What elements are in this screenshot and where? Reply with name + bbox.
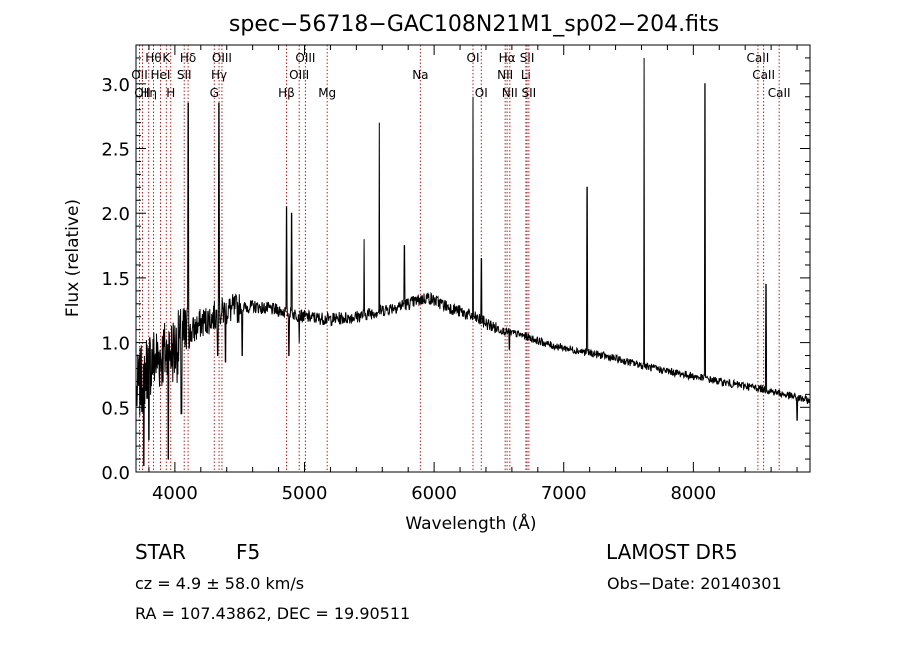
x-tick-label: 8000 [670,483,716,504]
line-marker-label: CaII [768,86,791,100]
x-axis: 4000 5000 6000 7000 8000 [148,45,798,504]
line-marker-label: Hβ [278,86,295,100]
line-marker-label: CaII [746,51,769,65]
object-class: STAR [135,540,186,564]
line-marker-label: NII [502,86,518,100]
subclass: F5 [236,540,261,564]
obs-date-text: Obs−Date: 20140301 [607,574,782,593]
coordinates-text: RA = 107.43862, DEC = 19.90511 [135,604,411,623]
plot-frame [135,44,811,473]
line-marker-label: OII [131,68,148,82]
y-tick-label: 2.5 [101,140,130,161]
x-tick-label: 6000 [411,483,457,504]
line-marker-label: OIII [289,68,309,82]
line-marker-label: Mg [318,86,336,100]
x-axis-label: Wavelength (Å) [405,512,536,534]
x-tick-label: 4000 [152,483,198,504]
line-marker-label: OIII [295,51,315,65]
line-marker-label: OIII [212,51,232,65]
chart-title: spec−56718−GAC108N21M1_sp02−204.fits [229,12,719,37]
y-tick-label: 1.5 [101,269,130,290]
line-marker-label: G [210,86,219,100]
line-marker-label: Li [521,68,531,82]
spectrum-trace [136,57,810,466]
survey-name: LAMOST DR5 [606,540,738,564]
line-marker-label: OI [475,86,488,100]
line-marker-label: HeI [151,68,171,82]
line-marker-label: OI [467,51,480,65]
redshift-text: cz = 4.9 ± 58.0 km/s [135,574,305,593]
line-marker-label: SII [522,86,537,100]
y-axis: 0.0 0.5 1.0 1.5 2.0 2.5 3.0 [101,57,810,484]
line-marker-label: Hδ [180,51,196,65]
line-marker-label: Hθ [145,51,161,65]
line-marker-label: Hη [140,86,157,100]
line-marker-label: Hα [499,51,516,65]
line-markers: OIIOIIHηHθHeIKHSIIHδGHγOIIIHβOIIIOIIIMgN… [131,45,791,472]
line-marker-label: CaII [752,68,775,82]
y-tick-label: 2.0 [101,204,130,225]
line-marker-label: H [166,86,175,100]
y-tick-label: 3.0 [101,75,130,96]
line-marker-label: NII [497,68,513,82]
spectrum-line [136,57,810,466]
line-marker-label: Hγ [211,68,227,82]
y-tick-label: 0.5 [101,398,130,419]
line-marker-label: Na [412,68,428,82]
line-marker-label: SII [520,51,535,65]
y-axis-label: Flux (relative) [63,199,83,317]
line-marker-label: SII [177,68,192,82]
y-tick-label: 1.0 [101,334,130,355]
y-tick-label: 0.0 [101,463,130,484]
line-marker-label: K [162,51,171,65]
x-tick-label: 7000 [541,483,587,504]
x-tick-label: 5000 [282,483,328,504]
